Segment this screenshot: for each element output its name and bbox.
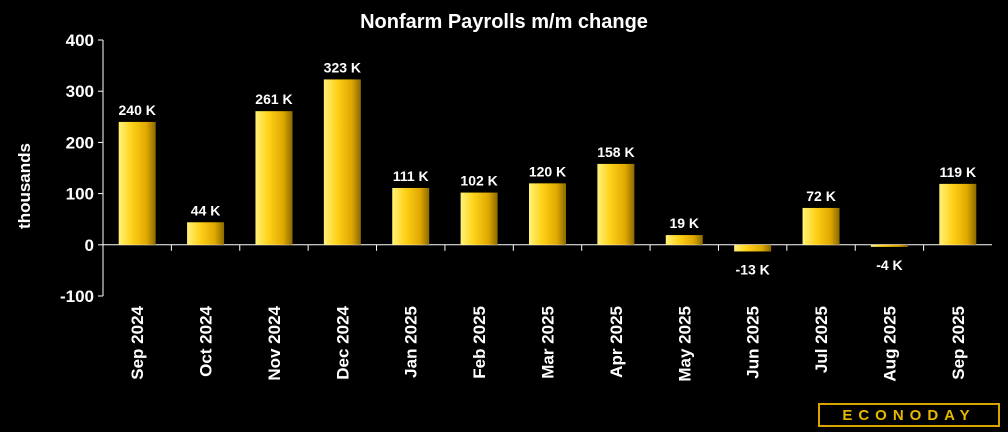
data-label: 240 K <box>119 102 156 118</box>
bar <box>460 192 498 245</box>
bar <box>392 187 430 245</box>
bar <box>802 207 840 245</box>
bar <box>187 222 225 245</box>
data-label: 102 K <box>460 173 497 189</box>
y-tick-label: 400 <box>66 31 94 50</box>
data-label: 120 K <box>529 163 566 179</box>
chart-title: Nonfarm Payrolls m/m change <box>360 11 648 33</box>
data-label: 19 K <box>669 215 699 231</box>
y-tick-label: 300 <box>66 82 94 101</box>
logo-text: ECONODAY <box>842 406 976 424</box>
x-tick-label: Sep 2024 <box>128 305 147 379</box>
econoday-logo: ECONODAY <box>818 403 1000 427</box>
x-tick-label: Aug 2025 <box>880 306 899 382</box>
bar <box>529 183 566 245</box>
bar <box>734 244 772 252</box>
data-label: 323 K <box>324 59 361 75</box>
bar <box>665 235 703 245</box>
data-label: -4 K <box>876 257 902 273</box>
y-axis-label: thousands <box>15 143 34 229</box>
bar <box>255 111 293 245</box>
y-tick-label: 0 <box>85 236 94 255</box>
bar <box>118 121 156 245</box>
plot-area: 400 300 200 100 0 -100 240 K Sep 2024 44 K Oct 20… <box>60 31 992 382</box>
bar <box>323 79 361 245</box>
x-tick-label: Mar 2025 <box>539 306 558 379</box>
x-tick-label: Nov 2024 <box>265 305 284 380</box>
x-tick-label: Oct 2024 <box>197 305 216 376</box>
y-tick-label: 200 <box>66 133 94 152</box>
y-tick-label: -100 <box>60 287 94 306</box>
bar <box>870 244 908 247</box>
y-tick-label: 100 <box>66 185 94 204</box>
data-label: 44 K <box>191 202 221 218</box>
x-tick-label: Dec 2024 <box>333 305 352 379</box>
x-tick-label: Jun 2025 <box>744 306 763 379</box>
bar <box>939 183 977 245</box>
x-tick-label: Feb 2025 <box>470 306 489 379</box>
data-label: -13 K <box>736 261 770 277</box>
data-label: 261 K <box>255 91 292 107</box>
data-label: 111 K <box>393 168 429 184</box>
x-tick-label: May 2025 <box>675 306 694 382</box>
x-tick-label: Jul 2025 <box>812 306 831 373</box>
data-label: 158 K <box>597 144 634 160</box>
bar <box>597 163 635 245</box>
x-tick-label: Apr 2025 <box>607 306 626 378</box>
data-label: 72 K <box>806 188 836 204</box>
x-tick-label: Jan 2025 <box>402 306 421 378</box>
x-tick-label: Sep 2025 <box>949 306 968 380</box>
data-label: 119 K <box>940 164 977 180</box>
